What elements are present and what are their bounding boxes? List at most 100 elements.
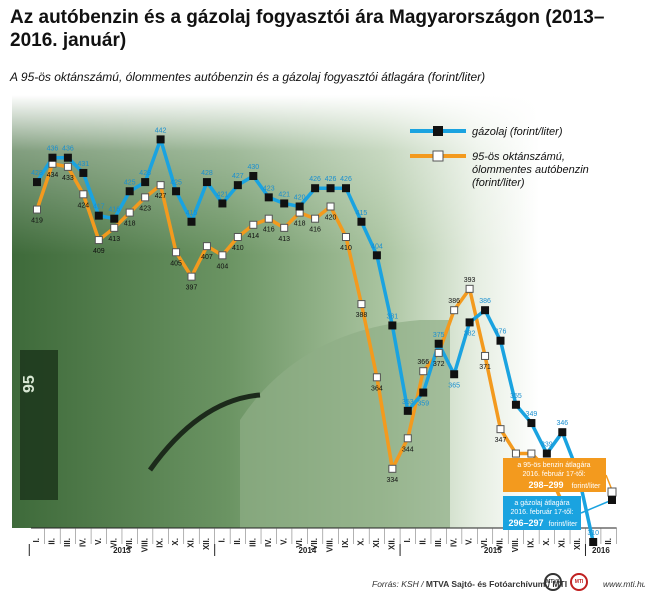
petrol-value-label: 433 (62, 175, 74, 182)
month-label: V. (279, 538, 288, 545)
diesel-point (63, 153, 72, 162)
petrol-value-label: 372 (433, 361, 445, 368)
petrol-value-label: 424 (78, 202, 90, 209)
annotation-diesel-unit: forint/liter (549, 521, 578, 528)
diesel-value-label: 339 (541, 442, 553, 449)
petrol-value-label: 413 (108, 236, 120, 243)
diesel-point (264, 193, 273, 202)
month-label: II. (233, 538, 242, 545)
diesel-point (202, 178, 211, 187)
petrol-point (79, 190, 88, 199)
petrol-point (233, 233, 242, 241)
diesel-point (419, 388, 428, 397)
petrol-point (388, 464, 397, 473)
diesel-value-label: 431 (78, 161, 90, 168)
petrol-value-label: 413 (278, 236, 290, 243)
month-label: I. (218, 538, 227, 542)
diesel-point (465, 318, 474, 327)
legend-petrol-label-2: ólommentes autóbenzin (472, 164, 589, 176)
diesel-value-label: 421 (278, 191, 290, 198)
diesel-point (311, 184, 320, 193)
diesel-value-label: 436 (62, 146, 74, 153)
month-label: I. (403, 538, 412, 542)
diesel-value-label: 404 (371, 243, 383, 250)
petrol-point (511, 449, 520, 458)
diesel-point (295, 202, 304, 211)
petrol-point (527, 449, 536, 458)
price-chart: 95 I. II. III. IV. V. VI. VII. VIII. IX. X. XI. XII… (12, 95, 632, 556)
annotation-petrol-line1: a 95-ös benzin átlagára (517, 462, 590, 469)
diesel-value-label: 382 (464, 330, 476, 337)
legend-petrol-label-3: (forint/liter) (472, 177, 525, 189)
petrol-point (187, 272, 196, 281)
petrol-value-label: 409 (93, 248, 105, 255)
petrol-value-label: 416 (263, 227, 275, 234)
diesel-point (326, 184, 335, 193)
petrol-value-label: 410 (232, 245, 244, 252)
diesel-value-label: 428 (139, 170, 151, 177)
petrol-value-label: 414 (247, 233, 259, 240)
annotation-diesel-line2: 2016. február 17-től: (510, 509, 573, 516)
month-label: III. (63, 538, 72, 547)
month-label: IV. (78, 538, 87, 547)
chart-title: Az autóbenzin és a gázolaj fogyasztói ár… (10, 7, 605, 51)
diesel-point (434, 339, 443, 348)
diesel-point (558, 428, 567, 437)
diesel-point (218, 199, 227, 208)
diesel-point (187, 217, 196, 226)
feb-2016-petrol-marker (607, 487, 617, 497)
petrol-value-label: 344 (402, 446, 414, 453)
petrol-point (141, 193, 150, 202)
petrol-value-label: 397 (186, 285, 198, 292)
petrol-point (172, 248, 181, 257)
year-label: 2015 (484, 546, 502, 555)
month-label: VIII. (326, 538, 335, 552)
petrol-value-label: 434 (47, 172, 59, 179)
petrol-point (218, 251, 227, 260)
diesel-value-label: 415 (356, 210, 368, 217)
month-label: VI. (480, 538, 489, 548)
diesel-value-label: 310 (587, 530, 599, 537)
diesel-point (249, 172, 258, 180)
diesel-point (94, 211, 103, 220)
month-label: XII. (202, 538, 211, 550)
diesel-value-label: 355 (510, 393, 522, 400)
diesel-value-label: 426 (340, 176, 352, 183)
diesel-value-label: 381 (387, 313, 399, 320)
diesel-value-label: 415 (186, 210, 198, 217)
diesel-value-label: 425 (124, 179, 136, 186)
diesel-point (125, 187, 134, 196)
diesel-value-label: 365 (448, 382, 460, 389)
month-label: VII. (310, 538, 319, 550)
x-axis: I. II. III. IV. V. VI. VII. VIII. IX. X. XI. XII. I.… (28, 527, 617, 556)
mtva-logo: MTVA (544, 573, 562, 591)
diesel-value-label: 436 (47, 146, 59, 153)
diesel-value-label: 423 (263, 185, 275, 192)
petrol-point (403, 434, 412, 443)
month-label: X. (357, 538, 366, 546)
month-label: IX. (341, 538, 350, 548)
diesel-point (589, 538, 598, 546)
diesel-point (357, 217, 366, 226)
site-link[interactable]: www.mti.hu (603, 579, 645, 589)
petrol-point (264, 214, 273, 223)
diesel-value-label: 416 (108, 207, 120, 214)
month-label: XI. (372, 538, 381, 548)
car-shape (240, 320, 450, 528)
year-label: 2016 (592, 546, 610, 555)
svg-text:95: 95 (21, 375, 38, 393)
month-label: X. (542, 538, 551, 546)
diesel-value-label: 376 (495, 329, 507, 336)
annotation-diesel-box (503, 496, 581, 530)
mti-logo: MTI (570, 573, 588, 591)
photo-backdrop: 95 (12, 95, 632, 528)
diesel-value-label: 375 (433, 332, 445, 339)
diesel-point (511, 400, 520, 409)
petrol-point (372, 373, 381, 382)
legend-diesel-marker (433, 126, 443, 136)
year-label: 2013 (113, 546, 131, 555)
diesel-point (342, 184, 350, 193)
diesel-value-label: 426 (325, 176, 337, 183)
diesel-point (156, 135, 165, 144)
